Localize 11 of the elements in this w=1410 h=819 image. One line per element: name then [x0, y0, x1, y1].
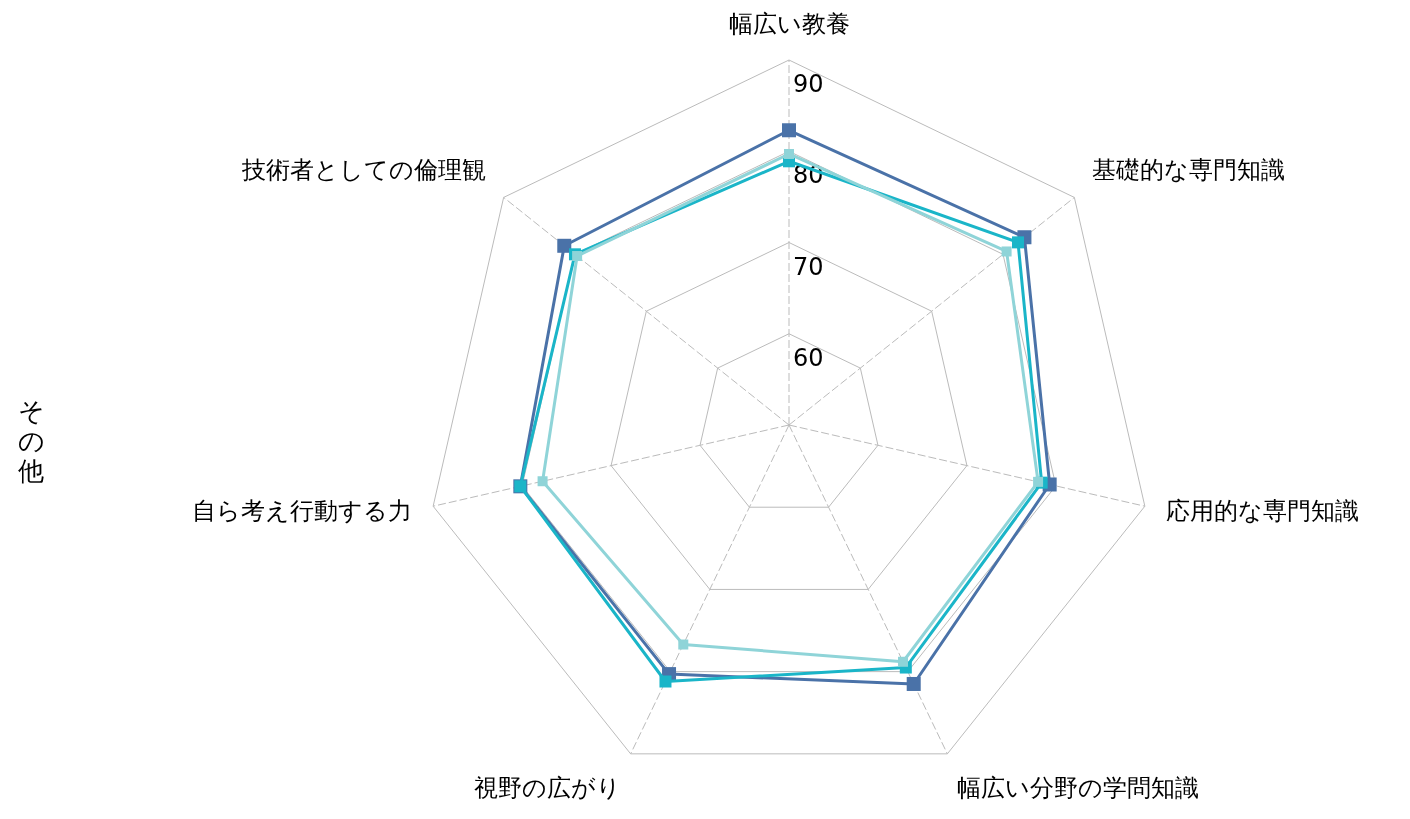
spoke-label: 自ら考え行動する力	[191, 497, 412, 526]
spoke-label: 幅広い分野の学問知識	[956, 773, 1199, 802]
spoke-label: 視野の広がり	[474, 773, 622, 802]
spoke-label: 技術者としての倫理観	[241, 155, 487, 184]
spoke-label: 基礎的な専門知識	[1091, 155, 1285, 184]
y-tick-label: 90	[793, 70, 824, 98]
spoke-label: 幅広い教養	[728, 10, 850, 38]
spoke-label: 応用的な専門知識	[1166, 497, 1360, 526]
text: その他	[17, 396, 45, 486]
y-tick-label: 60	[793, 343, 824, 372]
y-tick-label: 70	[793, 252, 824, 281]
